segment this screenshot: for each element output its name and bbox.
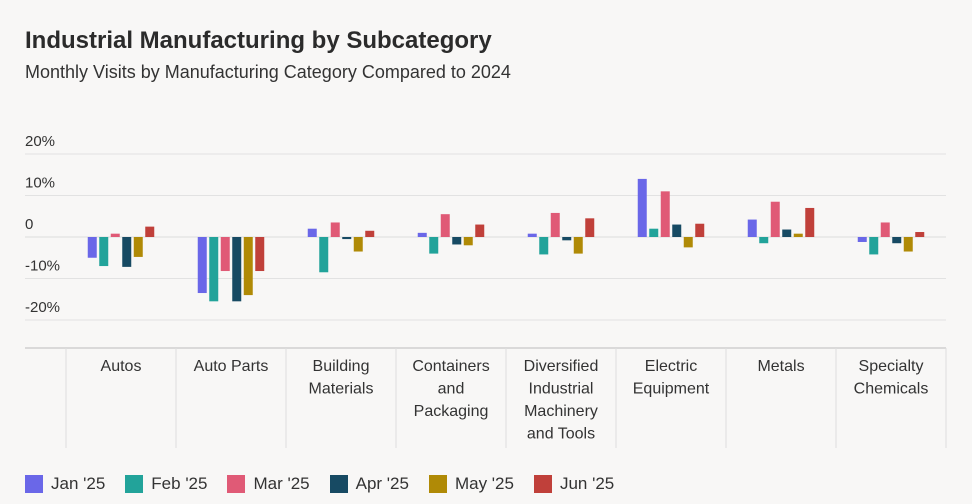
bar [342, 237, 352, 240]
bar [110, 233, 120, 237]
legend-item[interactable]: May '25 [428, 474, 514, 494]
bar [319, 237, 329, 273]
legend-swatch [227, 475, 246, 493]
chart-title: Industrial Manufacturing by Subcategory [25, 27, 492, 54]
x-tick-label: Diversified [524, 358, 599, 375]
bar [133, 237, 143, 257]
x-tick-label: Materials [309, 381, 374, 398]
bar [857, 237, 867, 242]
legend-label: Jun '25 [559, 474, 615, 493]
x-tick-label: Electric [645, 358, 697, 375]
bar [747, 219, 757, 237]
bar [429, 237, 439, 254]
bar [880, 222, 890, 237]
bar [649, 228, 659, 237]
bar [475, 224, 485, 237]
bar [782, 229, 792, 237]
legend-label: May '25 [454, 474, 514, 493]
bar [330, 222, 340, 237]
bar [915, 232, 925, 237]
bar [87, 237, 97, 258]
bar [805, 207, 815, 237]
y-tick-label: 20% [25, 133, 55, 150]
x-tick-label: Specialty [859, 358, 924, 375]
legend-label: Feb '25 [151, 474, 208, 493]
x-tick-label: Machinery [524, 403, 598, 420]
bar [243, 237, 253, 296]
bar [660, 191, 670, 237]
legend-swatch [533, 475, 552, 493]
legend-item[interactable]: Mar '25 [227, 474, 310, 494]
x-tick-label: Autos [101, 358, 142, 375]
legend-label: Mar '25 [253, 474, 310, 493]
x-tick-label: Chemicals [854, 381, 929, 398]
legend-swatch [428, 475, 447, 493]
bar [770, 201, 780, 237]
y-tick-label: -10% [25, 258, 60, 275]
x-tick-label: and [438, 381, 465, 398]
legend-swatch [125, 475, 144, 493]
legend-swatch [25, 475, 43, 493]
bar [122, 237, 132, 267]
x-tick-label: Industrial [529, 381, 594, 398]
bar [539, 237, 549, 255]
bar [869, 237, 879, 255]
bar [695, 223, 705, 237]
x-tick-label: Equipment [633, 381, 710, 398]
y-tick-label: 10% [25, 175, 55, 192]
bar [452, 237, 462, 245]
bar [527, 233, 537, 237]
bar [550, 212, 560, 237]
bar [307, 228, 317, 237]
bar [255, 237, 265, 272]
x-tick-label: Metals [757, 358, 804, 375]
legend-item[interactable]: Jun '25 [533, 474, 615, 494]
legend-item[interactable]: Apr '25 [329, 474, 409, 494]
chart-subtitle: Monthly Visits by Manufacturing Category… [25, 62, 511, 82]
x-tick-label: Containers [412, 358, 489, 375]
bar [683, 237, 693, 248]
y-tick-label: -20% [25, 299, 60, 316]
bar [440, 214, 450, 237]
bar [232, 237, 242, 302]
bar [463, 237, 473, 246]
bar [220, 237, 230, 272]
bar [197, 237, 207, 294]
bar [365, 230, 375, 237]
x-tick-label: Auto Parts [194, 358, 269, 375]
y-tick-label: 0 [25, 216, 33, 233]
bar [353, 237, 363, 252]
x-tick-label: Building [313, 358, 370, 375]
bar [417, 232, 427, 237]
bar [573, 237, 583, 254]
bar [793, 233, 803, 237]
legend-item[interactable]: Feb '25 [125, 474, 207, 494]
legend-swatch [329, 475, 348, 493]
bar [99, 237, 109, 267]
x-tick-label: and Tools [527, 426, 595, 443]
bar [585, 218, 595, 237]
bar [562, 237, 572, 241]
bar [759, 237, 769, 244]
bar [672, 224, 682, 237]
x-tick-label: Packaging [414, 403, 489, 420]
bar [145, 226, 155, 237]
bar [903, 237, 913, 252]
legend-label: Apr '25 [355, 474, 409, 493]
chart-legend: Jan '25 Feb '25 Mar '25 Apr '25 May '25 Jun '… [25, 474, 634, 494]
bar [209, 237, 219, 302]
legend-label: Jan '25 [51, 474, 106, 493]
bar-chart: 20% 10% 0 -10% -20% Autos Auto Parts Building Ma… [25, 133, 947, 448]
bar [892, 237, 902, 244]
bar [637, 178, 647, 237]
legend-item[interactable]: Jan '25 [25, 474, 105, 494]
